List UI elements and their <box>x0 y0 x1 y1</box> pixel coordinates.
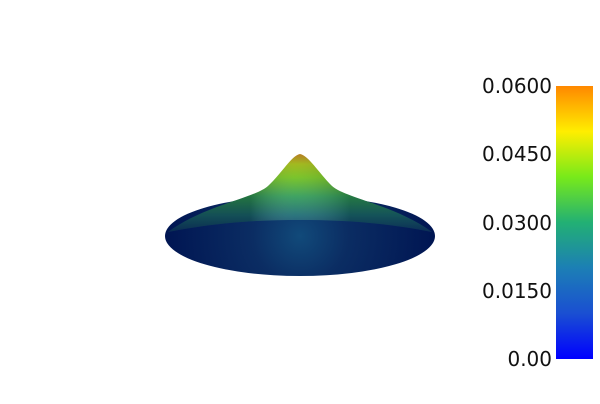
colorbar-tick-label: 0.00 <box>507 347 552 371</box>
colorbar-tick-label: 0.0450 <box>482 142 552 166</box>
colorbar <box>556 86 593 359</box>
colorbar-tick-label: 0.0300 <box>482 211 552 235</box>
surface-peak-shading <box>168 154 432 232</box>
colorbar-tick-label: 0.0150 <box>482 279 552 303</box>
colorbar-tick-label: 0.0600 <box>482 74 552 98</box>
